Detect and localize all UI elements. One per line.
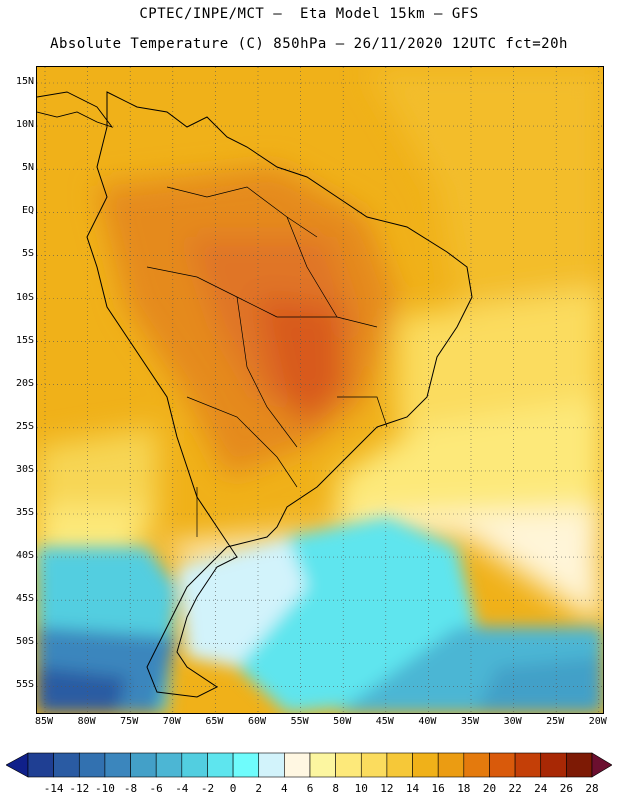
longitude-label: 45W xyxy=(375,716,394,727)
colorbar-tick-label: 22 xyxy=(508,782,522,795)
latitude-label: EQ xyxy=(21,205,34,217)
colorbar-tick-label: 20 xyxy=(482,782,497,795)
longitude-label: 25W xyxy=(546,716,565,727)
temperature-zone-10-12 xyxy=(337,397,603,537)
colorbar-tick-label: -2 xyxy=(200,782,215,795)
colorbar-swatch xyxy=(335,752,362,778)
colorbar-swatch xyxy=(130,752,157,778)
map-canvas xyxy=(37,67,603,713)
colorbar-swatch xyxy=(566,752,593,778)
latitude-label: 5N xyxy=(21,162,34,174)
longitude-label: 85W xyxy=(34,716,54,727)
longitude-label: 55W xyxy=(290,716,309,727)
colorbar-tick-label: 12 xyxy=(380,782,394,795)
colorbar-tick-label: 28 xyxy=(585,782,599,795)
latitude-label: 45S xyxy=(15,593,34,605)
longitude-label: 30W xyxy=(503,716,522,727)
colorbar-swatch xyxy=(53,752,80,778)
latitude-label: 55S xyxy=(15,679,34,691)
colorbar-end-right xyxy=(591,752,612,778)
latitude-label: 35S xyxy=(15,507,34,518)
longitude-label: 80W xyxy=(77,716,96,727)
latitude-label: 10S xyxy=(15,291,34,303)
colorbar-swatch xyxy=(489,752,516,778)
colorbar-swatch xyxy=(514,752,542,778)
colorbar-tick-label: -14 xyxy=(43,782,64,795)
latitude-label: 5S xyxy=(21,248,34,260)
latitude-label: 40S xyxy=(15,550,34,562)
longitude-label: 35W xyxy=(460,716,480,727)
colorbar-tick-label: 24 xyxy=(534,782,548,795)
colorbar-tick-label: -8 xyxy=(123,782,138,795)
temperature-zone-6-8 xyxy=(157,507,603,627)
longitude-label: 60W xyxy=(247,716,267,727)
central-america-coastline xyxy=(37,91,114,128)
colorbar-swatch xyxy=(181,752,208,778)
colorbar-tick-label: 8 xyxy=(332,782,339,795)
colorbar-swatch xyxy=(27,752,54,778)
colorbar-swatch xyxy=(386,752,413,778)
longitude-label: 70W xyxy=(162,716,181,727)
latitude-label: 15N xyxy=(15,76,34,87)
latitude-label: 25S xyxy=(15,420,34,432)
temperature-zone-hot-core xyxy=(257,297,347,427)
temperature-map xyxy=(36,66,604,714)
colorbar-tick-label: 6 xyxy=(306,782,314,795)
colorbar-swatch xyxy=(104,752,131,778)
temperature-zone-pale-cyan xyxy=(177,537,307,667)
colorbar-swatch xyxy=(309,752,336,778)
south-america-coastline xyxy=(86,91,473,698)
colorbar-tick-label: 10 xyxy=(354,782,368,795)
colorbar-swatch xyxy=(463,752,490,778)
colorbar-swatch xyxy=(207,752,234,778)
latitude-label: 15S xyxy=(15,334,34,346)
colorbar-tick-label: 14 xyxy=(405,782,420,795)
colorbar-tick-label: 16 xyxy=(431,782,445,795)
colorbar-tick-label: -10 xyxy=(94,782,115,795)
colorbar-swatch xyxy=(284,752,311,778)
longitude-label: 75W xyxy=(120,716,139,727)
latitude-label: 50S xyxy=(15,636,34,648)
colorbar-swatch xyxy=(360,752,388,778)
map-subtitle: Absolute Temperature (C) 850hPa — 26/11/… xyxy=(50,36,568,52)
colorbar-swatch xyxy=(78,752,106,778)
colorbar-tick-label: -4 xyxy=(175,782,189,795)
colorbar-end-left xyxy=(6,752,29,778)
temperature-zone-coldest xyxy=(37,667,127,713)
map-title: CPTEC/INPE/MCT — Eta Model 15km — GFS xyxy=(139,6,479,22)
latitude-label: 30S xyxy=(15,463,34,475)
colorbar-tick-label: 18 xyxy=(457,782,471,795)
colorbar-swatch xyxy=(540,752,567,778)
colorbar-tick-label: -6 xyxy=(149,782,163,795)
colorbar xyxy=(6,752,612,778)
longitude-label: 40W xyxy=(418,716,437,727)
colorbar-swatch xyxy=(437,752,465,778)
colorbar-tick-label: -12 xyxy=(69,782,90,795)
colorbar-swatch xyxy=(232,752,260,778)
longitude-label: 20W xyxy=(588,716,607,727)
colorbar-tick-label: 0 xyxy=(229,782,237,795)
temperature-zone-southeast-deep xyxy=(477,657,603,713)
country-borders xyxy=(146,186,388,537)
latitude-label: 20S xyxy=(15,377,34,389)
colorbar-tick-label: 4 xyxy=(281,782,288,795)
longitude-label: 50W xyxy=(333,716,352,727)
colorbar-swatch xyxy=(155,752,183,778)
colorbar-swatch xyxy=(258,752,285,778)
colorbar-tick-label: 2 xyxy=(255,782,263,795)
colorbar-tick-label: 26 xyxy=(559,782,573,795)
latitude-label: 10N xyxy=(15,119,34,131)
colorbar-swatch xyxy=(412,752,439,778)
longitude-label: 65W xyxy=(205,716,224,727)
